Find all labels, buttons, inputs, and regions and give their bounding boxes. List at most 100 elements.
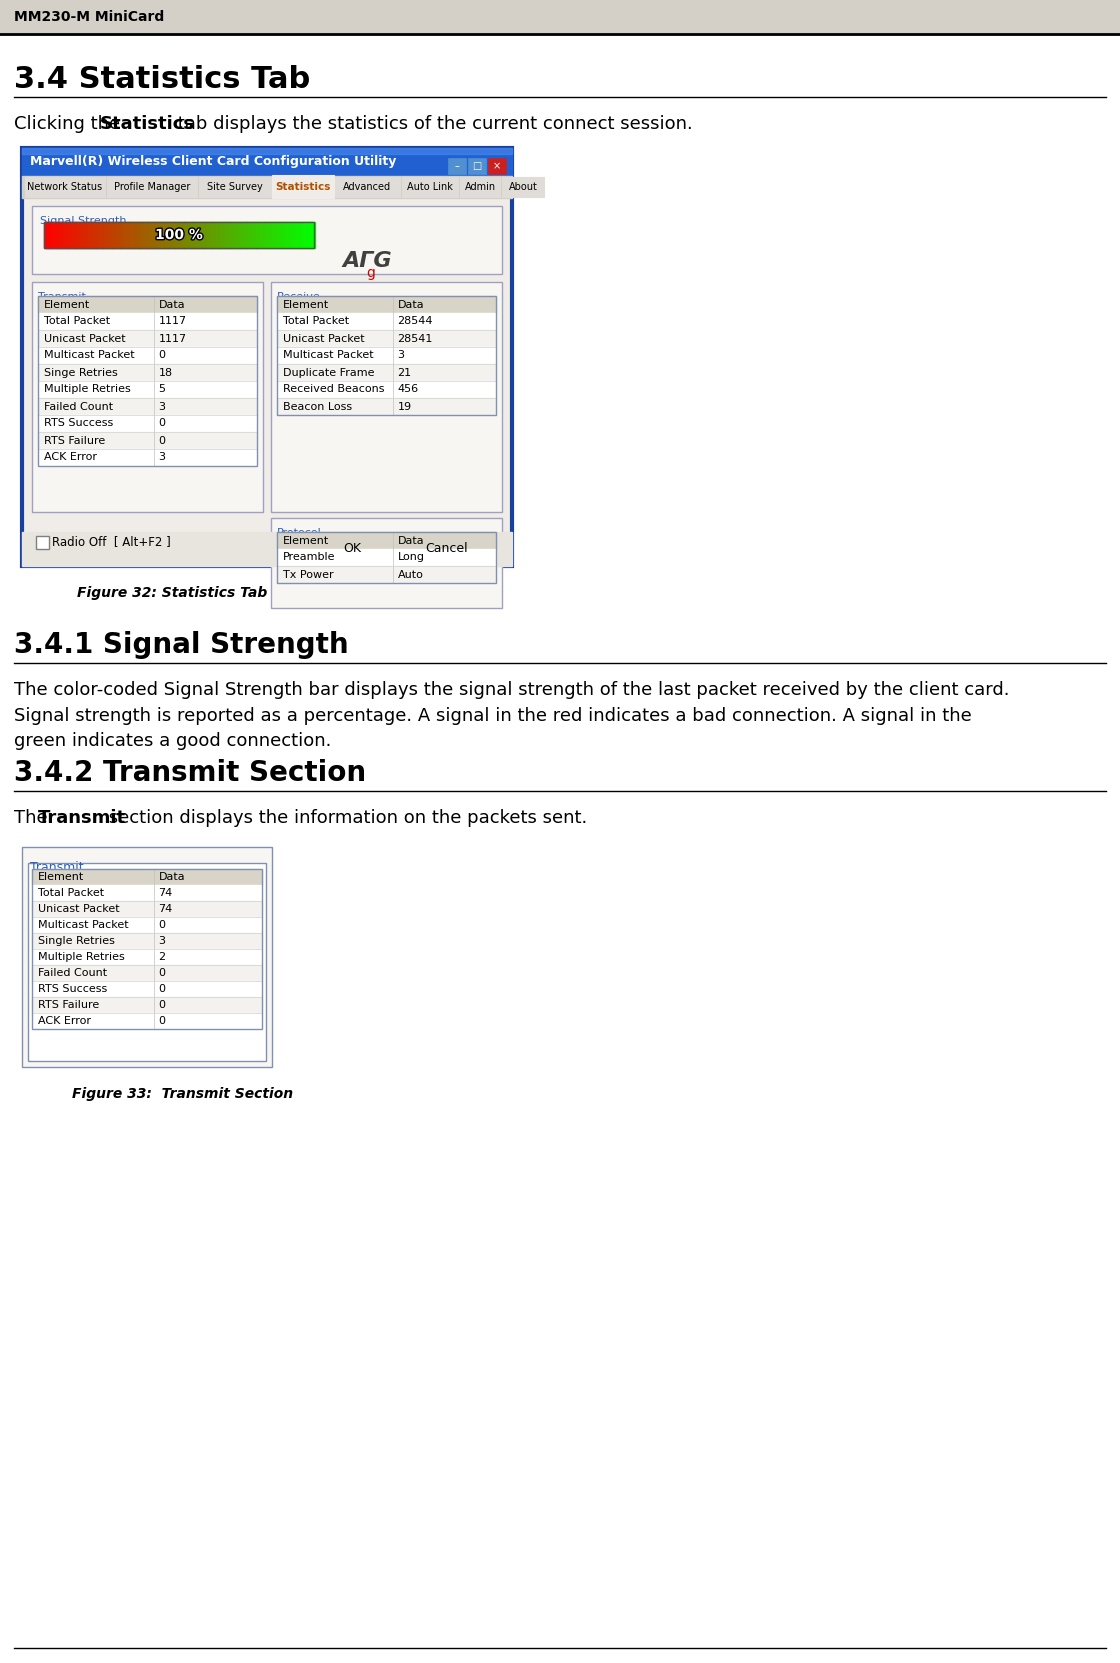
Bar <box>236 221 240 248</box>
Bar <box>32 998 262 1013</box>
Text: Auto: Auto <box>398 569 423 579</box>
Bar <box>204 221 207 248</box>
Bar <box>402 539 492 560</box>
Bar <box>253 221 255 248</box>
Text: Element: Element <box>283 535 329 545</box>
Text: 3.4.2 Transmit Section: 3.4.2 Transmit Section <box>13 758 366 787</box>
Bar <box>44 221 314 248</box>
Text: Element: Element <box>283 299 329 309</box>
Bar <box>38 296 256 466</box>
Bar <box>176 221 178 248</box>
Text: 1117: 1117 <box>158 334 187 344</box>
Text: Statistics: Statistics <box>276 181 330 191</box>
Text: RTS Success: RTS Success <box>38 984 108 994</box>
Bar <box>199 176 271 196</box>
Bar <box>25 176 105 196</box>
Text: ×: × <box>493 161 501 171</box>
Bar <box>300 221 302 248</box>
Text: Statistics: Statistics <box>100 115 195 133</box>
Bar <box>144 221 148 248</box>
Bar <box>194 221 196 248</box>
Bar <box>28 863 267 1061</box>
Bar <box>114 221 116 248</box>
Text: Cancel: Cancel <box>426 542 468 555</box>
Bar <box>259 221 261 248</box>
Text: Unicast Packet: Unicast Packet <box>38 905 120 915</box>
Bar <box>158 221 160 248</box>
Text: 3: 3 <box>159 936 166 946</box>
Bar <box>32 981 262 998</box>
Bar <box>502 176 544 196</box>
Bar <box>58 221 62 248</box>
Text: Singe Retries: Singe Retries <box>44 368 118 378</box>
Bar <box>222 221 225 248</box>
Bar <box>116 221 119 248</box>
Bar <box>38 397 256 416</box>
Bar <box>32 950 262 965</box>
Text: 3.4.1 Signal Strength: 3.4.1 Signal Strength <box>13 630 348 659</box>
Bar <box>192 221 195 248</box>
Bar <box>38 381 256 397</box>
Bar <box>277 329 496 348</box>
Bar <box>189 221 193 248</box>
Text: 3: 3 <box>158 401 166 411</box>
Bar <box>47 221 50 248</box>
Bar <box>271 221 273 248</box>
Bar <box>272 221 276 248</box>
Text: Transmit: Transmit <box>38 293 86 303</box>
Bar <box>271 517 502 609</box>
Bar <box>208 221 211 248</box>
Bar <box>231 221 234 248</box>
Bar <box>174 221 177 248</box>
Text: Long: Long <box>398 552 424 562</box>
Text: 0: 0 <box>158 419 166 429</box>
Bar <box>0 0 1120 33</box>
Text: Beacon Loss: Beacon Loss <box>283 401 352 411</box>
Bar <box>183 221 186 248</box>
Bar <box>123 221 125 248</box>
Text: RTS Failure: RTS Failure <box>38 999 100 1009</box>
Bar <box>310 221 314 248</box>
Bar <box>109 221 112 248</box>
Bar <box>69 221 72 248</box>
Text: Transmit: Transmit <box>30 861 84 875</box>
Bar <box>170 221 172 248</box>
Text: Figure 32: Statistics Tab: Figure 32: Statistics Tab <box>77 585 268 600</box>
Text: 28541: 28541 <box>398 334 432 344</box>
Bar <box>265 221 268 248</box>
Text: Receive: Receive <box>277 293 320 303</box>
Bar <box>57 221 59 248</box>
Bar <box>268 221 270 248</box>
Bar <box>289 221 291 248</box>
Bar <box>38 296 256 313</box>
Text: 0: 0 <box>159 984 166 994</box>
Bar <box>262 221 264 248</box>
Bar <box>96 221 99 248</box>
Bar <box>53 221 56 248</box>
Bar <box>206 221 208 248</box>
Text: 74: 74 <box>159 888 172 898</box>
Text: Radio Off  [ Alt+F2 ]: Radio Off [ Alt+F2 ] <box>52 535 170 549</box>
Bar <box>448 158 466 175</box>
Bar <box>199 221 202 248</box>
Bar <box>245 221 249 248</box>
Bar <box>67 221 71 248</box>
Bar <box>121 221 124 248</box>
Bar <box>281 221 284 248</box>
Bar <box>99 221 101 248</box>
Bar <box>277 565 496 584</box>
Bar <box>233 221 236 248</box>
Bar <box>287 221 290 248</box>
Bar <box>167 221 169 248</box>
Text: 18: 18 <box>158 368 172 378</box>
Bar <box>22 148 512 176</box>
Bar <box>277 296 496 416</box>
Bar <box>32 206 502 274</box>
Bar <box>32 901 262 916</box>
Bar <box>84 221 86 248</box>
Bar <box>102 221 104 248</box>
Bar <box>301 221 305 248</box>
Bar <box>127 221 130 248</box>
Text: Network Status: Network Status <box>27 181 103 191</box>
Bar <box>100 221 103 248</box>
